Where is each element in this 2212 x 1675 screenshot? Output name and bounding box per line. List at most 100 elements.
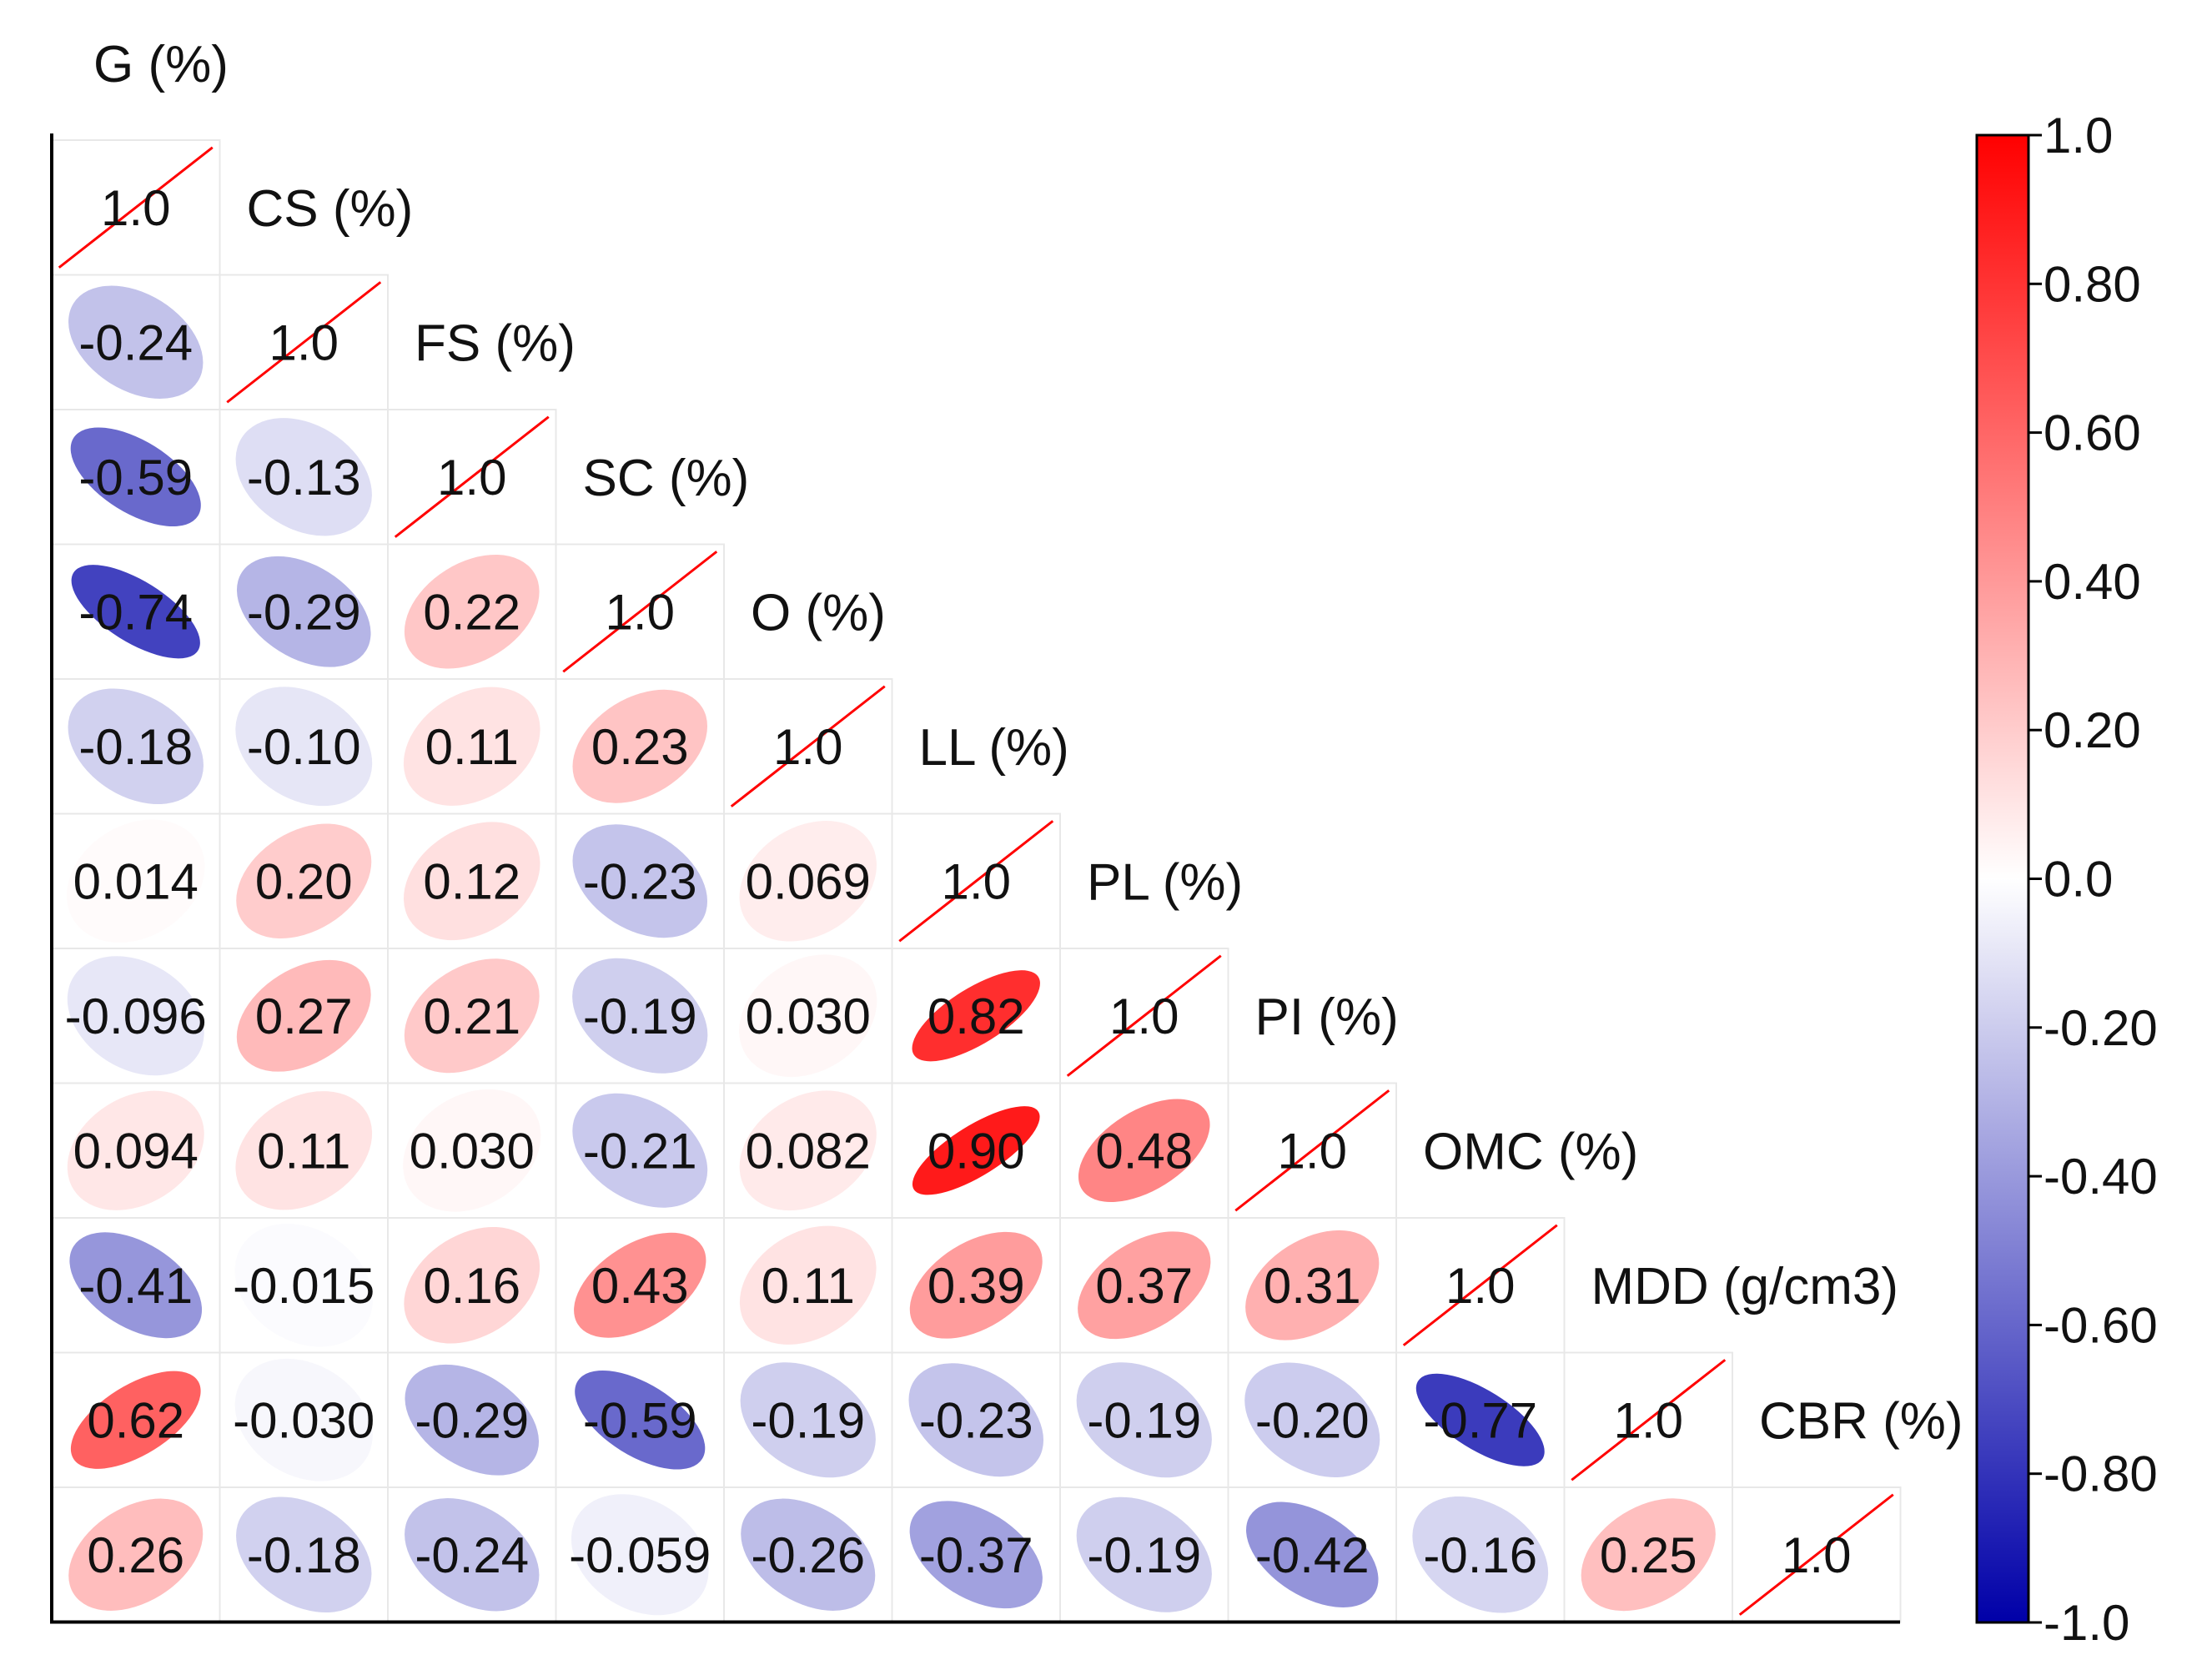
colorbar-tick-label-0-20: -0.20: [2044, 1000, 2158, 1056]
diagonal-slash: [730, 685, 886, 807]
variable-label-cbr: CBR (%): [1759, 1392, 1963, 1450]
ellipse-r8-c6: [1078, 1231, 1211, 1340]
diagonal-slash: [1738, 1493, 1894, 1616]
diagonal-slash: [562, 551, 718, 673]
ellipse-r7-c1: [235, 1091, 373, 1210]
ellipse-r5-c3: [572, 824, 708, 938]
cell-value-r4-c0: -0.18: [78, 719, 193, 775]
cell-value-r8-c1: -0.015: [233, 1258, 375, 1314]
cell-value-r10-c5: -0.37: [919, 1527, 1033, 1583]
colorbar-tick-label-0-20: 0.20: [2044, 702, 2141, 758]
colorbar-gradient: [1975, 133, 2030, 1624]
ellipse-r10-c2: [405, 1498, 540, 1612]
colorbar-tick-label-0-0: 0.0: [2044, 852, 2113, 908]
cell-value-r7-c0: 0.094: [73, 1123, 199, 1179]
cell-value-r5-c4: 0.069: [746, 853, 871, 909]
cell-value-r4-c2: 0.11: [425, 719, 519, 775]
cell-value-r9-c6: -0.19: [1087, 1392, 1201, 1448]
ellipse-r5-c4: [739, 820, 877, 942]
ellipse-r9-c7: [1244, 1362, 1380, 1477]
ellipse-r8-c2: [404, 1226, 540, 1344]
ellipse-r3-c0: [71, 565, 200, 659]
ellipse-r7-c2: [403, 1089, 541, 1212]
ellipse-r9-c3: [575, 1370, 706, 1470]
diagonal-slash: [394, 415, 550, 538]
colorbar-tick-label-0-60: -0.60: [2044, 1297, 2158, 1353]
variable-label-omc: OMC (%): [1423, 1123, 1638, 1180]
variable-label-mdd-g-cm3: MDD (g/cm3): [1591, 1258, 1899, 1315]
cell-value-r9-c5: -0.23: [919, 1392, 1033, 1448]
ellipse-r10-c8: [1412, 1496, 1549, 1613]
ellipse-r9-c0: [70, 1371, 201, 1469]
cell-value-r5-c5: 1.0: [942, 853, 1011, 909]
cell-value-r10-c3: -0.059: [569, 1527, 711, 1583]
ellipse-r10-c6: [1076, 1496, 1212, 1612]
cell-value-r8-c7: 0.31: [1264, 1258, 1361, 1314]
ellipse-r10-c5: [909, 1501, 1043, 1609]
ellipse-r7-c5: [912, 1106, 1040, 1195]
cell-value-r5-c0: 0.014: [73, 853, 199, 909]
cell-value-r8-c5: 0.39: [928, 1258, 1025, 1314]
ellipse-r3-c1: [236, 556, 371, 667]
ellipse-r6-c1: [236, 959, 371, 1072]
colorbar: 1.0 0.80 0.60 0.40 0.20 0.0 -0.20 -0.40 -0.60 -0.…: [1975, 108, 2158, 1651]
ellipse-r7-c0: [67, 1090, 204, 1210]
cell-value-r8-c4: 0.11: [762, 1258, 855, 1314]
diagonal-slash: [58, 146, 214, 269]
ellipse-r10-c1: [236, 1496, 372, 1613]
colorbar-tick-label-0-40: 0.40: [2044, 554, 2141, 610]
cell-value-r8-c8: 1.0: [1445, 1258, 1515, 1314]
variable-label-pi: PI (%): [1255, 988, 1399, 1046]
cell-value-r2-c2: 1.0: [437, 450, 506, 506]
cell-value-r3-c2: 0.22: [423, 584, 520, 640]
colorbar-tick-label-0-80: 0.80: [2044, 256, 2141, 312]
cell-value-r4-c4: 1.0: [773, 719, 842, 775]
cell-value-r9-c0: 0.62: [87, 1392, 184, 1448]
ellipse-r4-c3: [572, 689, 708, 803]
ellipse-r2-c0: [70, 427, 201, 527]
variable-label-ll: LL (%): [919, 719, 1069, 777]
ellipse-r6-c3: [572, 958, 708, 1074]
diagonal-slash: [1066, 954, 1222, 1077]
cell-value-r6-c2: 0.21: [423, 988, 520, 1044]
ellipse-r10-c7: [1246, 1501, 1379, 1607]
ellipse-r5-c1: [236, 823, 372, 938]
variable-label-g: G (%): [93, 36, 229, 93]
cell-value-r9-c4: -0.19: [751, 1392, 865, 1448]
ellipse-r4-c0: [68, 688, 204, 805]
cell-value-r9-c9: 1.0: [1614, 1392, 1683, 1448]
ellipse-r9-c4: [740, 1362, 876, 1478]
variable-label-fs: FS (%): [415, 314, 576, 372]
ellipse-r8-c7: [1245, 1230, 1380, 1341]
cell-value-r5-c1: 0.20: [255, 853, 353, 909]
colorbar-tick-label-0-80: -0.80: [2044, 1446, 2158, 1502]
ellipse-r8-c4: [739, 1225, 877, 1345]
ellipse-r4-c1: [235, 687, 373, 807]
ellipse-r10-c4: [741, 1498, 876, 1611]
cell-value-r3-c0: -0.74: [78, 584, 193, 640]
cell-value-r6-c6: 1.0: [1109, 988, 1179, 1044]
ellipse-r9-c1: [234, 1358, 373, 1481]
cell-value-r10-c7: -0.42: [1255, 1527, 1370, 1583]
colorbar-tick-label-0-60: 0.60: [2044, 405, 2141, 461]
ellipse-r10-c0: [68, 1498, 204, 1611]
cell-value-r10-c10: 1.0: [1782, 1527, 1851, 1583]
cell-value-r7-c6: 0.48: [1095, 1123, 1193, 1179]
cell-value-r6-c1: 0.27: [255, 988, 353, 1044]
cell-value-r9-c3: -0.59: [583, 1392, 697, 1448]
cell-value-r9-c2: -0.29: [415, 1392, 529, 1448]
cell-value-r5-c3: -0.23: [583, 853, 697, 909]
cell-value-r1-c0: -0.24: [78, 314, 193, 370]
cell-value-r0-c0: 1.0: [101, 180, 170, 236]
cell-value-r10-c6: -0.19: [1087, 1527, 1201, 1583]
ellipse-r9-c6: [1076, 1362, 1212, 1478]
ellipse-r7-c4: [739, 1090, 877, 1211]
variable-label-sc: SC (%): [583, 450, 750, 507]
axes: [50, 133, 1900, 1624]
cell-value-r10-c4: -0.26: [751, 1527, 865, 1583]
variable-labels: G (%) CS (%) FS (%) SC (%) O (%) LL (%) PL (%)…: [93, 36, 1963, 1450]
cell-value-r3-c1: -0.29: [247, 584, 361, 640]
ellipse-r9-c8: [1415, 1373, 1545, 1466]
cell-value-r2-c1: -0.13: [247, 450, 361, 506]
